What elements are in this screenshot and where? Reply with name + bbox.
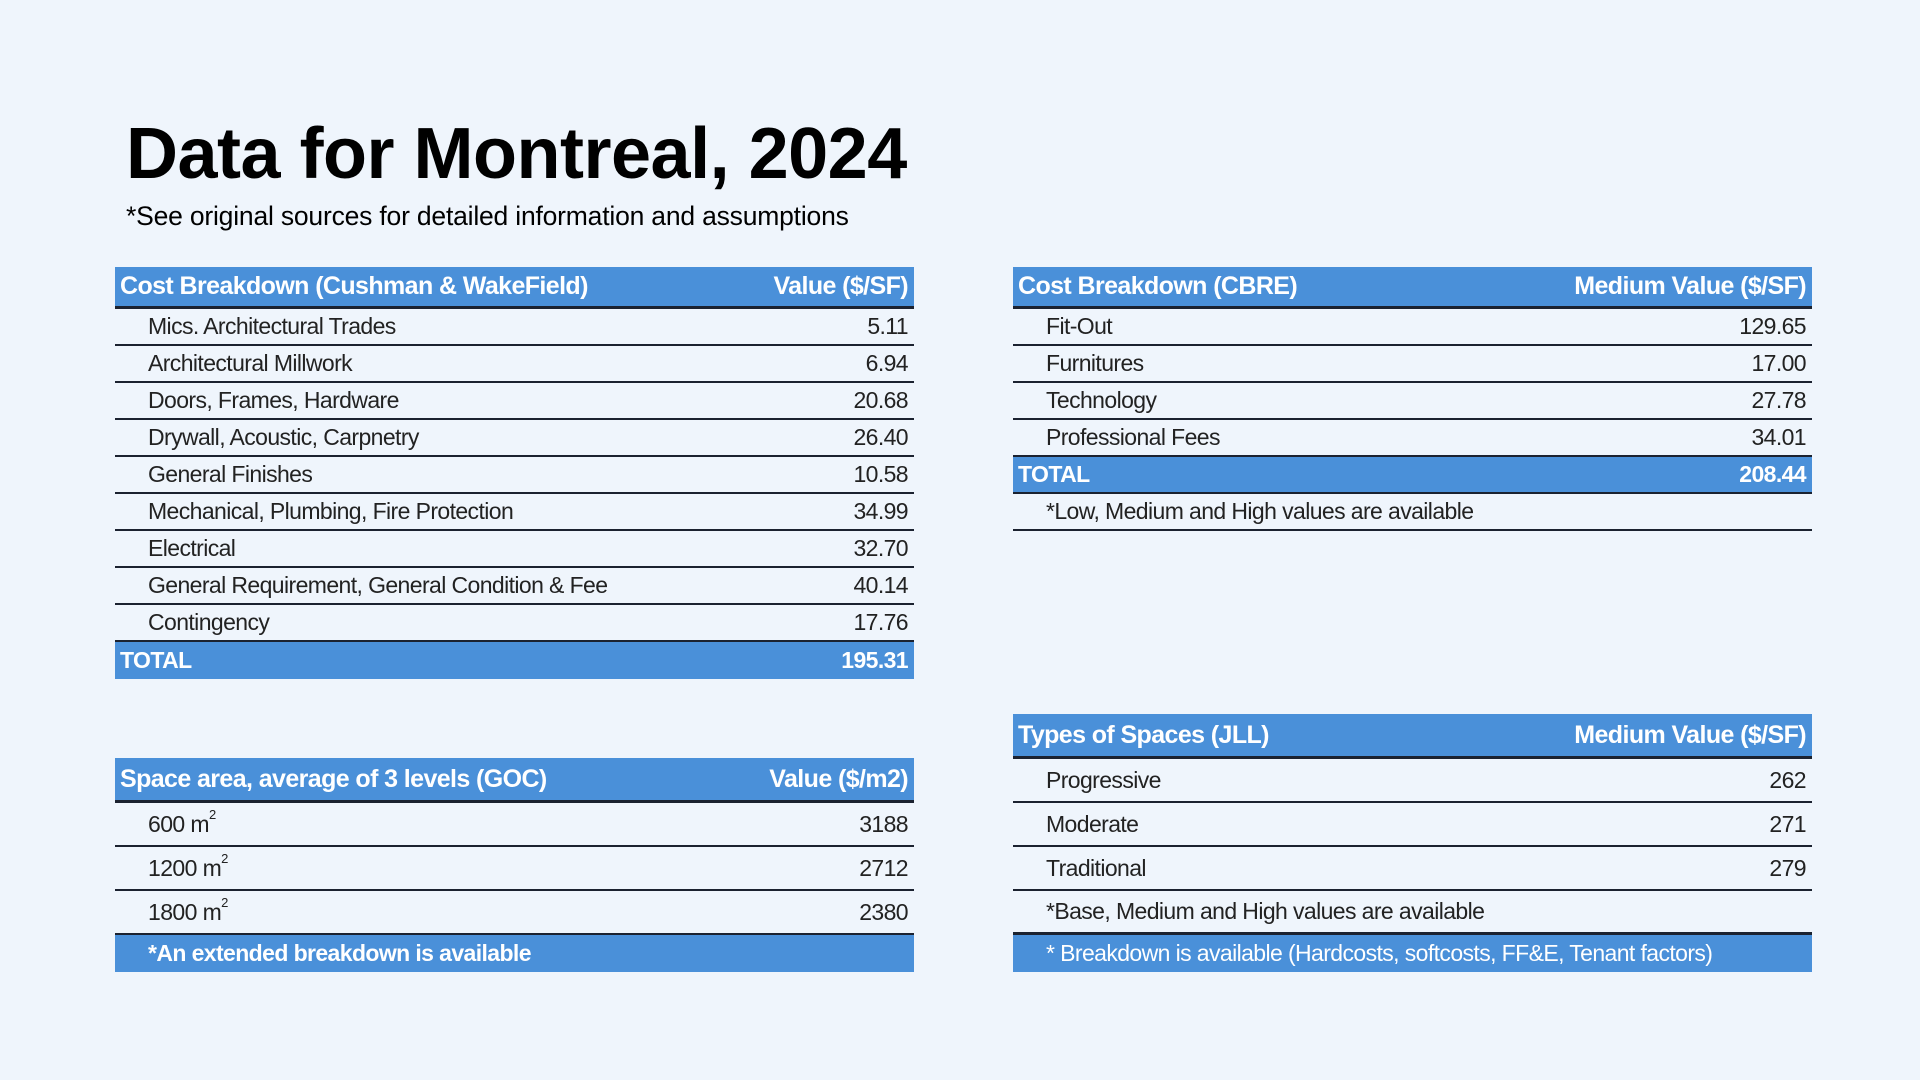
row-label: Mechanical, Plumbing, Fire Protection [148, 498, 514, 524]
header-label: Space area, average of 3 levels (GOC) [120, 764, 547, 793]
total-value: 195.31 [841, 647, 908, 673]
row-value: 27.78 [1751, 387, 1806, 413]
table-row: Professional Fees 34.01 [1013, 420, 1812, 457]
table-row: Fit-Out 129.65 [1013, 309, 1812, 346]
total-row: TOTAL 208.44 [1013, 457, 1812, 494]
table-row: General Requirement, General Condition &… [115, 568, 914, 605]
table-row: Mechanical, Plumbing, Fire Protection 34.… [115, 494, 914, 531]
row-label: Technology [1046, 387, 1157, 413]
area-number: 1200 [148, 854, 197, 881]
area-unit: m [202, 854, 222, 881]
area-unit: m [190, 810, 209, 837]
row-value: 26.40 [853, 424, 908, 450]
row-label: Progressive [1046, 766, 1161, 793]
row-label: Doors, Frames, Hardware [148, 387, 399, 413]
table-header: Types of Spaces (JLL) Medium Value ($/SF… [1013, 714, 1812, 759]
note-text: *Low, Medium and High values are availab… [1046, 498, 1474, 524]
total-value: 208.44 [1739, 461, 1806, 487]
table-row: Traditional 279 [1013, 847, 1812, 891]
cbre-cost-table: Cost Breakdown (CBRE) Medium Value ($/SF… [1013, 267, 1812, 531]
area-unit-superscript: 2 [221, 894, 228, 910]
area-number: 1800 [148, 898, 197, 925]
total-row: TOTAL 195.31 [115, 642, 914, 679]
table-header: Space area, average of 3 levels (GOC) Va… [115, 758, 914, 803]
row-label: 600 m2 [148, 807, 216, 838]
header-value: Medium Value ($/SF) [1574, 720, 1806, 749]
table-row: Drywall, Acoustic, Carpnetry 26.40 [115, 420, 914, 457]
note-text: * Breakdown is available (Hardcosts, sof… [1046, 940, 1713, 966]
table-note: *Low, Medium and High values are availab… [1013, 494, 1812, 531]
header-value: Value ($/SF) [773, 272, 908, 300]
area-number: 600 [148, 810, 185, 837]
row-label: Fit-Out [1046, 313, 1113, 339]
area-unit: m [202, 898, 222, 925]
table-row: 1200 m2 2712 [115, 847, 914, 891]
table-row: Technology 27.78 [1013, 383, 1812, 420]
page-subtitle: *See original sources for detailed infor… [126, 201, 849, 231]
table-row: Mics. Architectural Trades 5.11 [115, 309, 914, 346]
row-value: 271 [1769, 810, 1806, 837]
header-label: Cost Breakdown (CBRE) [1018, 272, 1298, 300]
total-label: TOTAL [120, 647, 192, 673]
row-label: Moderate [1046, 810, 1139, 837]
table-header: Cost Breakdown (CBRE) Medium Value ($/SF… [1013, 267, 1812, 309]
row-label: General Requirement, General Condition &… [148, 572, 608, 598]
row-label: Furnitures [1046, 350, 1144, 376]
row-value: 262 [1769, 766, 1806, 793]
row-value: 5.11 [867, 313, 908, 339]
page-title: Data for Montreal, 2024 [126, 114, 907, 194]
cushman-cost-table: Cost Breakdown (Cushman & WakeField) Val… [115, 267, 914, 679]
row-value: 17.76 [853, 609, 908, 635]
goc-space-table: Space area, average of 3 levels (GOC) Va… [115, 758, 914, 972]
row-label: Contingency [148, 609, 270, 635]
row-value: 20.68 [853, 387, 908, 413]
row-label: 1800 m2 [148, 895, 228, 926]
row-label: Professional Fees [1046, 424, 1220, 450]
row-value: 32.70 [853, 535, 908, 561]
note-text: *Base, Medium and High values are availa… [1046, 898, 1485, 924]
row-label: 1200 m2 [148, 851, 228, 882]
row-label: Electrical [148, 535, 236, 561]
note-text: *An extended breakdown is available [148, 940, 532, 966]
table-row: Doors, Frames, Hardware 20.68 [115, 383, 914, 420]
area-unit-superscript: 2 [208, 806, 216, 822]
row-value: 279 [1769, 854, 1806, 881]
row-value: 34.01 [1751, 424, 1806, 450]
table-note-highlight: * Breakdown is available (Hardcosts, sof… [1013, 935, 1812, 972]
row-value: 10.58 [853, 461, 908, 487]
table-row: Moderate 271 [1013, 803, 1812, 847]
row-value: 2380 [859, 898, 908, 925]
row-value: 17.00 [1751, 350, 1806, 376]
table-row: Architectural Millwork 6.94 [115, 346, 914, 383]
table-row: Electrical 32.70 [115, 531, 914, 568]
table-row: 1800 m2 2380 [115, 891, 914, 935]
table-note: *An extended breakdown is available [115, 935, 914, 972]
table-header: Cost Breakdown (Cushman & WakeField) Val… [115, 267, 914, 309]
header-value: Medium Value ($/SF) [1574, 272, 1806, 300]
row-label: Architectural Millwork [148, 350, 353, 376]
row-value: 129.65 [1739, 313, 1806, 339]
row-value: 34.99 [853, 498, 908, 524]
table-row: General Finishes 10.58 [115, 457, 914, 494]
table-row: Contingency 17.76 [115, 605, 914, 642]
area-unit-superscript: 2 [221, 850, 228, 866]
table-note: *Base, Medium and High values are availa… [1013, 891, 1812, 935]
table-row: 600 m2 3188 [115, 803, 914, 847]
header-label: Types of Spaces (JLL) [1018, 720, 1269, 749]
header-label: Cost Breakdown (Cushman & WakeField) [120, 272, 588, 300]
row-label: Mics. Architectural Trades [148, 313, 396, 339]
jll-spaces-table: Types of Spaces (JLL) Medium Value ($/SF… [1013, 714, 1812, 972]
row-value: 6.94 [865, 350, 909, 376]
header-value: Value ($/m2) [769, 764, 908, 793]
row-label: Drywall, Acoustic, Carpnetry [148, 424, 419, 450]
row-label: General Finishes [148, 461, 313, 487]
row-value: 3188 [859, 810, 908, 837]
row-value: 40.14 [853, 572, 908, 598]
row-label: Traditional [1046, 854, 1147, 881]
total-label: TOTAL [1018, 461, 1090, 487]
table-row: Furnitures 17.00 [1013, 346, 1812, 383]
row-value: 2712 [859, 854, 908, 881]
table-row: Progressive 262 [1013, 759, 1812, 803]
